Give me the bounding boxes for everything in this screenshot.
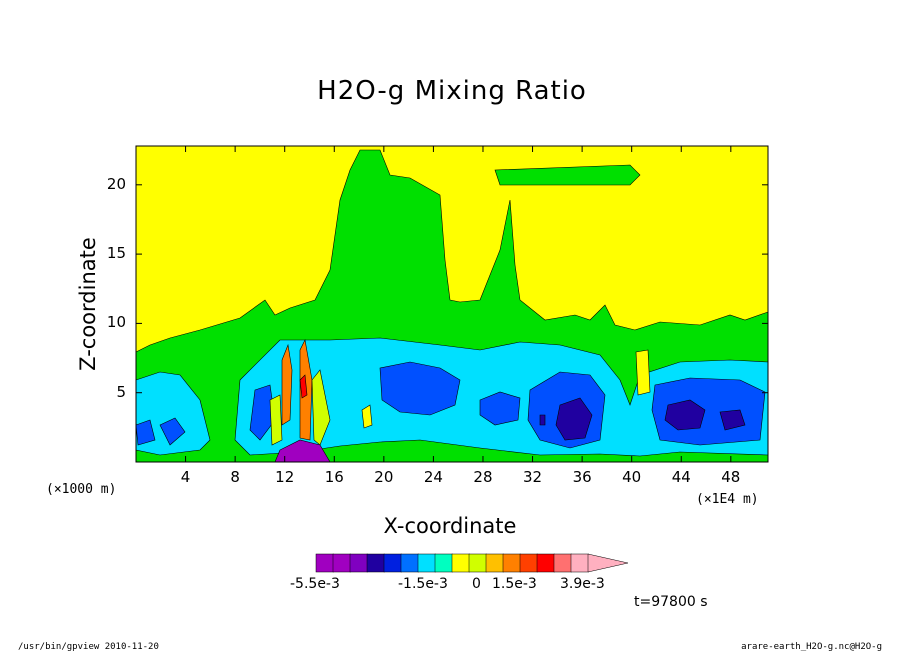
colorbar-arrow [587,553,629,573]
plot-frame [135,145,769,463]
x-tick-label: 24 [423,468,443,486]
colorbar-swatch [536,553,555,573]
colorbar-swatch [434,553,453,573]
colorbar-label: -5.5e-3 [290,576,340,592]
colorbar [315,553,629,573]
colorbar-swatch [349,553,368,573]
contour-blue [135,361,766,449]
colorbar-swatch [366,553,385,573]
x-tick-label: 16 [324,468,344,486]
colorbar-swatch [315,553,334,573]
x-tick-label: 8 [230,468,240,486]
x-unit-note: (×1000 m) [46,482,117,497]
x-tick-label: 44 [671,468,691,486]
colorbar-label: 3.9e-3 [560,576,605,592]
y-tick-label: 5 [116,382,126,401]
x-tick-label: 20 [374,468,394,486]
colorbar-label: 1.5e-3 [492,576,537,592]
chart-title: H2O-g Mixing Ratio [317,76,587,106]
contour-small-yellow [361,349,651,429]
contour-green-top [494,164,641,186]
x-tick-label: 40 [622,468,642,486]
colorbar-swatch [383,553,402,573]
y-tick-label: 20 [106,174,126,193]
contour-tower-yellowgreen [269,369,331,446]
x-tick-label: 48 [721,468,741,486]
x-axis-label: X-coordinate [383,514,517,538]
contour-darkblue [539,397,746,441]
x-tick-label: 28 [473,468,493,486]
x-scale-note: (×1E4 m) [696,492,759,507]
y-tick-label: 15 [106,244,126,263]
time-label: t=97800 s [634,594,708,610]
x-tick-label: 4 [180,468,191,486]
colorbar-swatch [519,553,538,573]
x-tick-label: 32 [523,468,543,486]
colorbar-label: -1.5e-3 [398,576,448,592]
colorbar-swatch [332,553,351,573]
colorbar-swatch [570,553,589,573]
colorbar-swatch [400,553,419,573]
footer-right: arare-earth_H2O-g.nc@H2O-g [741,642,882,652]
colorbar-swatch [553,553,572,573]
colorbar-label: 0 [472,576,481,592]
y-tick-label: 10 [106,313,126,332]
footer-left: /usr/bin/gpview 2010-11-20 [18,642,159,652]
contour-tower-magenta [274,439,331,463]
colorbar-swatch [485,553,504,573]
colorbar-swatch [417,553,436,573]
colorbar-swatch [451,553,470,573]
colorbar-swatch [468,553,487,573]
x-tick-label: 36 [572,468,592,486]
x-tick-label: 12 [275,468,295,486]
y-ticks [136,184,768,394]
x-ticks [185,146,732,462]
contour-tower-red [299,374,308,399]
contour-tower-orange [281,339,313,441]
colorbar-swatch [502,553,521,573]
y-axis-label: Z-coordinate [76,237,100,371]
